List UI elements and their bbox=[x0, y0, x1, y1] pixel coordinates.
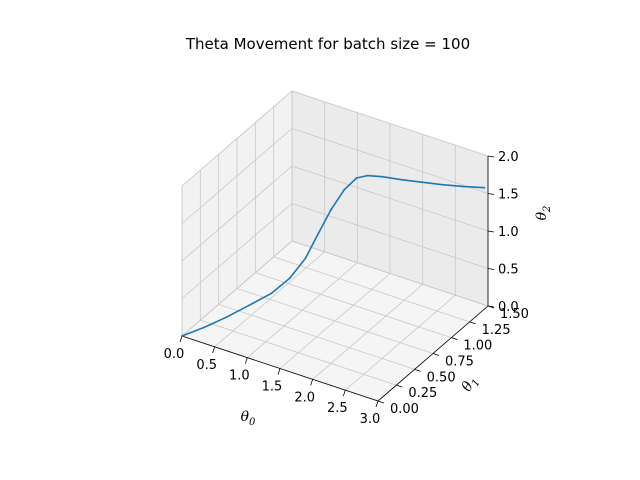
z-tick-label: 1.5 bbox=[498, 188, 519, 203]
y-tick-label: 0.75 bbox=[445, 355, 474, 370]
z-tick-label: 1.0 bbox=[498, 225, 519, 240]
data-point bbox=[225, 316, 228, 319]
data-point bbox=[247, 304, 250, 307]
data-point bbox=[330, 209, 332, 211]
grid-line-z-left bbox=[181, 128, 293, 224]
data-point bbox=[366, 174, 369, 177]
data-point bbox=[304, 257, 307, 260]
x-tick-label: 1.5 bbox=[262, 380, 283, 395]
y-tick-mark bbox=[377, 400, 385, 404]
axis-panes bbox=[181, 90, 489, 402]
data-point bbox=[181, 335, 183, 337]
y-tick-mark bbox=[414, 368, 421, 372]
x-tick-mark bbox=[244, 357, 248, 364]
grid-line-z-back bbox=[291, 165, 489, 232]
x-tick-label: 0.0 bbox=[164, 347, 185, 362]
tick-labels: 0.00.51.01.52.02.53.00.000.250.500.751.0… bbox=[164, 150, 529, 427]
x-tick-label: 2.5 bbox=[327, 401, 348, 416]
series-layer bbox=[181, 174, 486, 337]
grid-line-z-left bbox=[181, 203, 293, 299]
data-point bbox=[355, 177, 358, 179]
data-point bbox=[203, 326, 206, 329]
x-tick-mark bbox=[212, 346, 216, 353]
y-tick-label: 1.50 bbox=[500, 307, 529, 322]
grid-line-y-floor bbox=[218, 303, 415, 370]
data-point bbox=[483, 186, 486, 189]
y-tick-mark bbox=[396, 384, 403, 388]
data-point bbox=[343, 189, 345, 191]
data-point bbox=[461, 185, 464, 188]
z-tick-mark bbox=[487, 193, 495, 195]
y-tick-mark bbox=[432, 353, 440, 356]
x-tick-mark bbox=[342, 390, 346, 397]
data-point bbox=[420, 181, 422, 184]
data-point bbox=[381, 175, 384, 178]
x-tick-label: 3.0 bbox=[360, 412, 381, 427]
x-tick-mark bbox=[375, 400, 379, 408]
y-tick-mark bbox=[469, 321, 476, 325]
grid-line-y-floor bbox=[255, 272, 452, 339]
grid-line-z-left bbox=[181, 165, 293, 262]
x-tick-mark bbox=[310, 379, 314, 386]
x-tick-label: 1.0 bbox=[229, 369, 250, 384]
z-tick-label: 2.0 bbox=[498, 150, 519, 165]
z-tick-label: 0.0 bbox=[498, 300, 519, 315]
grid-line-z-left bbox=[181, 90, 293, 187]
z-tick-mark bbox=[487, 268, 495, 270]
data-point bbox=[400, 178, 403, 181]
x-tick-label: 2.0 bbox=[294, 390, 315, 405]
grid-line-y-floor bbox=[273, 256, 470, 323]
y-axis-label: θ1 bbox=[459, 374, 483, 396]
data-point bbox=[288, 277, 291, 280]
z-tick-label: 0.5 bbox=[498, 263, 519, 278]
data-point bbox=[270, 292, 273, 295]
z-axis-label: θ2 bbox=[534, 206, 553, 221]
x-tick-mark bbox=[277, 368, 281, 375]
y-tick-label: 0.00 bbox=[390, 402, 419, 417]
y-tick-mark bbox=[451, 337, 458, 341]
grid-line-z-back bbox=[291, 128, 489, 194]
grid-line-y-floor bbox=[200, 319, 397, 386]
grid-line-z-back bbox=[291, 203, 489, 269]
x-axis-label: θ0 bbox=[241, 409, 256, 428]
series-line bbox=[181, 174, 486, 337]
y-tick-label: 0.25 bbox=[408, 386, 437, 401]
data-point bbox=[316, 233, 319, 236]
y-tick-label: 0.50 bbox=[427, 370, 456, 385]
grid-line-y-floor bbox=[236, 288, 434, 354]
data-point bbox=[440, 183, 443, 186]
grid-line-z-left bbox=[181, 240, 293, 337]
x-tick-label: 0.5 bbox=[196, 358, 217, 373]
z-tick-mark bbox=[487, 155, 495, 158]
y-tick-label: 1.00 bbox=[463, 339, 492, 354]
z-tick-mark bbox=[487, 305, 495, 308]
y-tick-label: 1.25 bbox=[482, 323, 511, 338]
grid-line-z-back bbox=[291, 90, 489, 157]
grid-line-z-back bbox=[291, 240, 489, 307]
chart-title: Theta Movement for batch size = 100 bbox=[185, 35, 470, 53]
z-tick-mark bbox=[487, 230, 495, 233]
x-tick-mark bbox=[179, 335, 183, 343]
